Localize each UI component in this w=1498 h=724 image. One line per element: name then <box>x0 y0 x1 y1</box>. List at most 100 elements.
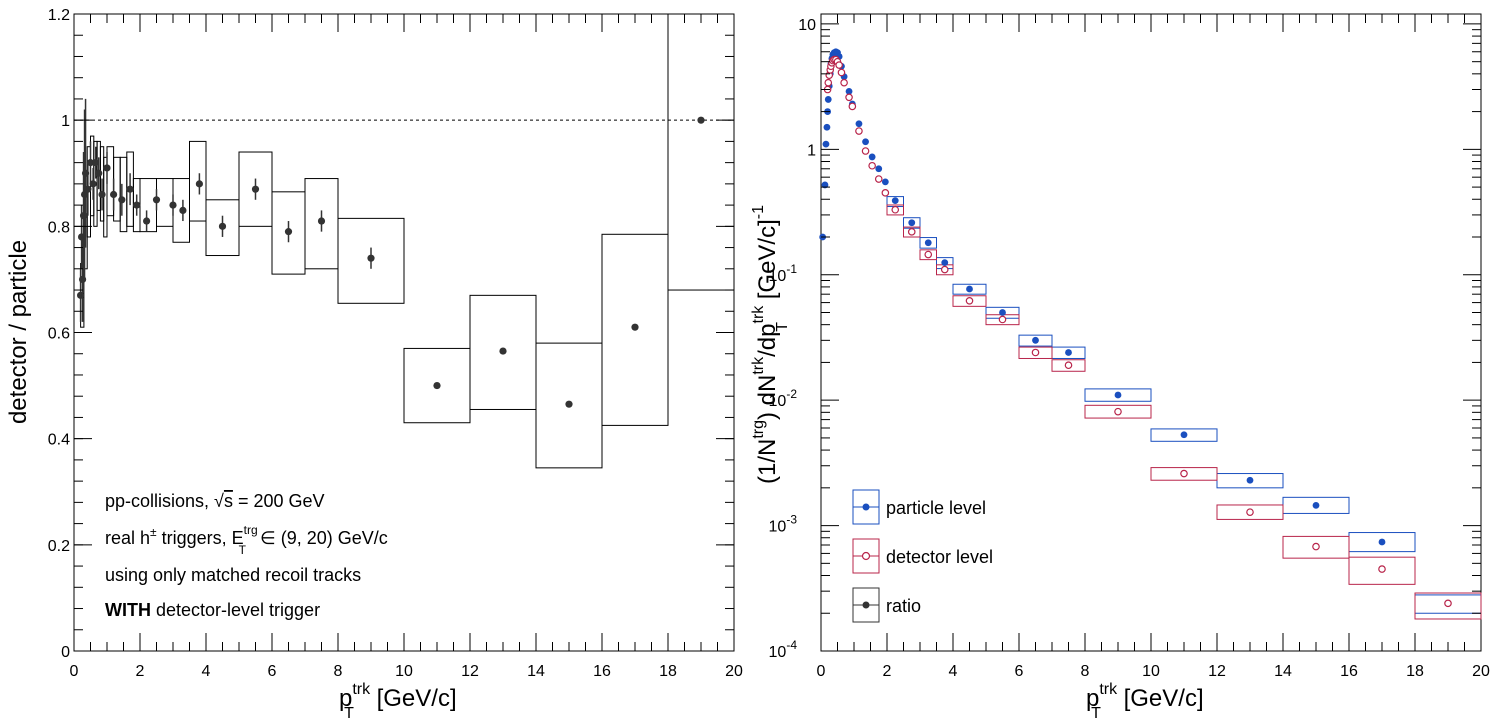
detector-level-point <box>907 228 916 236</box>
ratio-point <box>697 116 705 124</box>
right-x-tick-label: 14 <box>1274 663 1292 680</box>
particle-level-point <box>966 285 973 293</box>
left-x-tick-label: 2 <box>136 663 145 680</box>
left-y-tick-label: 0 <box>61 644 70 661</box>
ratio-point <box>143 217 151 225</box>
ratio-point <box>631 323 639 331</box>
ratio-point <box>152 196 161 204</box>
ratio-point <box>95 169 103 177</box>
detector-level-point <box>1114 407 1122 416</box>
particle-level-point <box>823 123 831 131</box>
legend-detector-marker <box>861 551 871 561</box>
particle-sys-box <box>1084 388 1152 402</box>
detector-level-point <box>1246 508 1254 516</box>
ratio-point <box>89 180 97 188</box>
detector-level-point <box>1031 348 1040 357</box>
ratio-point <box>118 196 126 204</box>
ratio-sys-box <box>106 146 115 217</box>
left-y-tick-label: 0.4 <box>48 432 70 449</box>
right-x-tick-label: 12 <box>1208 663 1226 680</box>
left-x-tick-label: 12 <box>461 663 479 680</box>
detector-sys-box <box>952 295 987 307</box>
left-x-tick-label: 14 <box>527 663 545 680</box>
particle-level-point <box>862 138 869 146</box>
left-x-tick-label: 4 <box>202 663 211 680</box>
left-axis-ticks: 0 2 4 6 8 10 12 14 16 18 20 0 0.2 0.4 0.6 0.8 1 1.2 <box>48 7 743 680</box>
particle-level-point <box>1114 391 1122 399</box>
left-y-tick-label: 0.6 <box>48 326 70 343</box>
annotation-trigger-level: WITH detector-level trigger <box>105 600 320 620</box>
particle-level-point <box>1065 349 1072 356</box>
right-x-tick-label: 2 <box>883 663 892 680</box>
ratio-sys-box <box>156 178 174 227</box>
particle-level-point <box>1378 538 1386 546</box>
detector-level-point <box>824 78 833 87</box>
particle-level-point <box>822 140 830 148</box>
right-axis-ticks: 0 2 4 6 8 10 12 14 16 18 20 10 1 10-1 10-2 10-3 10-4 <box>769 14 1490 680</box>
ratio-point <box>367 254 375 262</box>
legend: particle level detector level ratio <box>852 489 993 623</box>
particle-sys-box <box>952 283 987 295</box>
ratio-sys-box <box>113 156 121 222</box>
ratio-point <box>92 159 100 167</box>
particle-level-point <box>1032 336 1039 344</box>
ratio-point <box>86 159 95 167</box>
ratio-sys-box <box>337 217 405 304</box>
annotation-collisions: pp-collisions, √s = 200 GeV <box>105 491 325 511</box>
ratio-sys-box <box>238 151 273 227</box>
left-y-tick-label: 0.8 <box>48 219 70 236</box>
ratio-sys-box <box>205 199 240 257</box>
detector-level-point <box>868 161 876 170</box>
detector-level-point <box>1064 361 1073 370</box>
left-x-axis-title: ptrk T [GeV/c] <box>339 681 457 722</box>
legend-ratio-marker <box>862 601 870 609</box>
legend-particle-label: particle level <box>886 498 986 518</box>
right-y-tick-label: 10-4 <box>769 638 798 661</box>
legend-entry-detector: detector level <box>852 538 993 574</box>
legend-ratio-label: ratio <box>886 596 921 616</box>
ratio-point <box>195 180 203 188</box>
right-x-tick-label: 6 <box>1015 663 1024 680</box>
ratio-point <box>80 190 89 199</box>
particle-level-point <box>1312 501 1320 509</box>
legend-entry-particle: particle level <box>852 489 986 525</box>
left-x-tick-label: 8 <box>334 663 343 680</box>
right-x-tick-label: 16 <box>1340 663 1358 680</box>
detector-level-point <box>998 315 1007 324</box>
ratio-panel: 0 2 4 6 8 10 12 14 16 18 20 0 0.2 0.4 0.6 0.8 1 1.2 pp-co… <box>5 7 743 722</box>
detector-sys-box <box>1348 556 1416 585</box>
ratio-point <box>133 201 141 209</box>
detector-level-point <box>940 265 949 274</box>
ratio-sys-box <box>601 233 669 426</box>
detector-level-point <box>1444 599 1452 608</box>
detector-sys-box <box>1216 504 1284 520</box>
particle-level-points <box>819 48 1452 607</box>
left-y-tick-label: 1 <box>61 113 70 130</box>
detector-level-point <box>924 250 933 259</box>
particle-sys-box <box>919 237 937 249</box>
detector-sys-box <box>919 249 937 261</box>
ratio-point <box>179 206 187 215</box>
right-x-axis-title: ptrk T [GeV/c] <box>1086 681 1204 722</box>
detector-level-point <box>965 296 974 305</box>
particle-level-point <box>1180 431 1188 439</box>
ratio-points <box>77 98 705 408</box>
legend-detector-label: detector level <box>886 547 993 567</box>
detector-level-point <box>881 189 890 197</box>
annotation-matched: using only matched recoil tracks <box>105 565 361 585</box>
left-x-tick-label: 20 <box>725 663 743 680</box>
left-plot-frame <box>73 13 735 652</box>
detector-sys-box <box>1084 404 1152 419</box>
detector-level-boxes <box>886 204 1482 620</box>
detector-level-point <box>861 147 870 155</box>
left-y-tick-label: 0.2 <box>48 538 70 555</box>
left-x-tick-label: 0 <box>70 663 79 680</box>
right-y-tick-label: 10 <box>798 17 816 34</box>
ratio-point <box>284 228 293 236</box>
particle-level-point <box>845 87 853 95</box>
left-y-axis-title: detector / particle <box>5 240 32 424</box>
ratio-sys-box <box>667 13 735 291</box>
detector-level-point <box>835 61 843 69</box>
particle-level-point <box>999 309 1006 316</box>
